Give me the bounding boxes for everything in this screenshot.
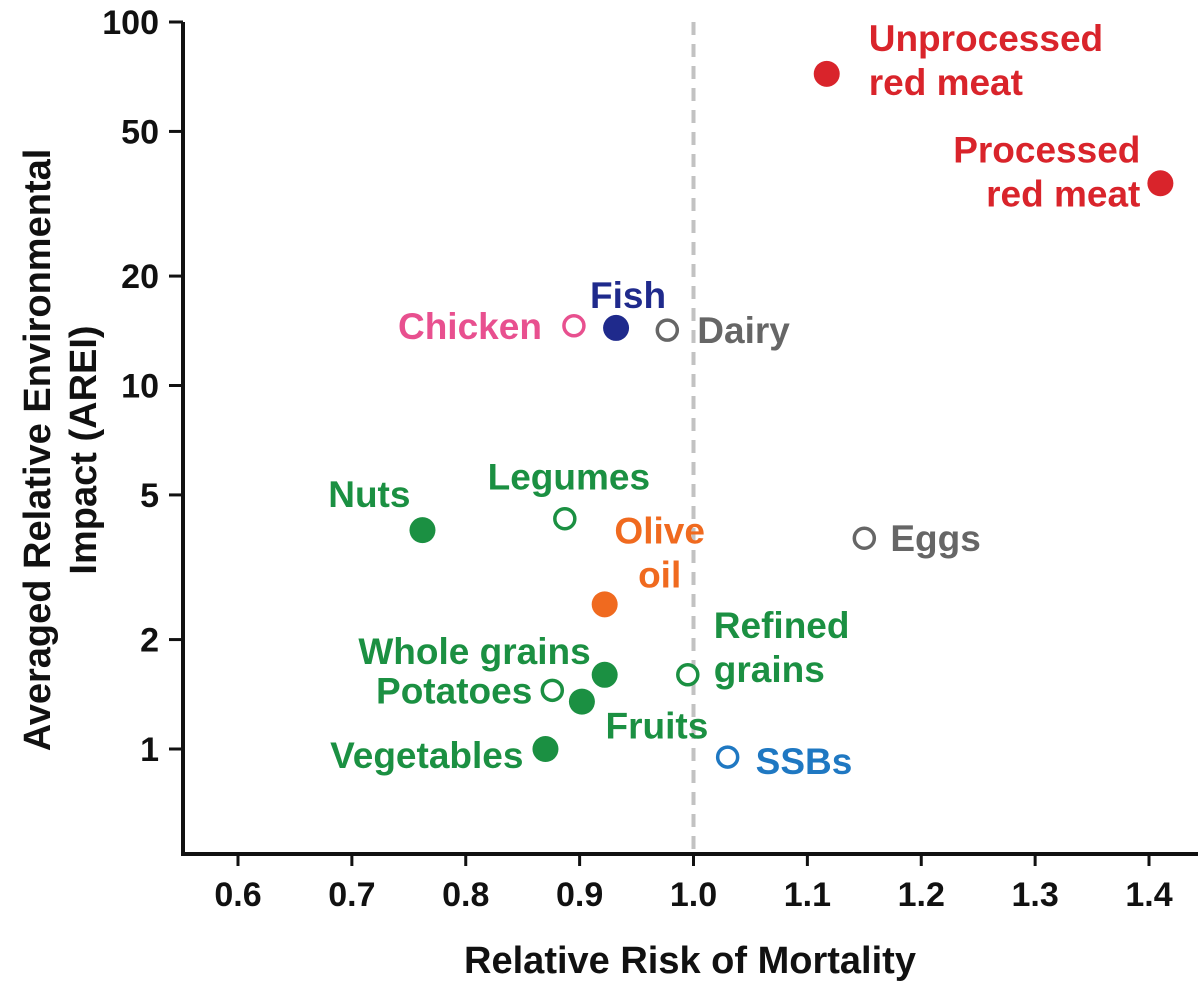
label-unprocessed-red-meat-line-2: red meat	[869, 62, 1023, 103]
y-axis-title-line-2: Impact (AREI)	[63, 325, 105, 574]
label-refined-grains-line-2: grains	[714, 649, 825, 690]
y-tick-label: 2	[140, 622, 159, 660]
point-chicken	[562, 314, 586, 338]
x-tick-label: 0.6	[214, 876, 261, 914]
label-nuts: Nuts	[328, 474, 410, 515]
label-fruits: Fruits	[606, 706, 709, 747]
label-chicken: Chicken	[398, 306, 542, 347]
label-dairy: Dairy	[697, 310, 790, 351]
x-tick-label: 1.1	[784, 876, 831, 914]
y-tick-label: 50	[121, 113, 159, 151]
point-nuts	[409, 517, 436, 544]
label-olive-oil-line-1: Olive	[614, 510, 705, 551]
y-tick-label: 20	[121, 258, 159, 296]
x-tick-label: 0.9	[556, 876, 603, 914]
label-eggs: Eggs	[890, 518, 980, 559]
y-axis-title-group: Averaged Relative Environmental Impact (…	[17, 149, 105, 752]
x-tick-label: 1.4	[1125, 876, 1172, 914]
label-processed-red-meat-line-1: Processed	[953, 129, 1140, 170]
x-tick-label: 1.2	[898, 876, 945, 914]
point-ssbs	[715, 745, 740, 769]
y-tick-label: 10	[121, 368, 159, 406]
point-whole-grains	[591, 661, 618, 688]
point-processed-red-meat	[1147, 170, 1174, 197]
label-processed-red-meat-line-2: red meat	[986, 173, 1140, 214]
data-points	[409, 60, 1174, 769]
x-tick-label: 1.0	[670, 876, 717, 914]
point-dairy	[655, 318, 680, 342]
y-tick-label: 100	[102, 4, 159, 42]
point-vegetables	[532, 736, 559, 762]
point-fish	[603, 314, 630, 341]
y-tick-label: 5	[140, 477, 159, 515]
label-ssbs: SSBs	[756, 741, 853, 782]
point-refined-grains	[676, 663, 700, 687]
label-olive-oil-line-2: oil	[638, 554, 681, 595]
ticks: 0.6 0.7 0.8 0.9 1.0 1.1 1.2 1.3 1.4 1 2 5 10 20 50 100	[102, 4, 1172, 914]
y-tick-label: 1	[140, 731, 159, 769]
y-axis-title-line-1: Averaged Relative Environmental	[17, 149, 59, 752]
label-vegetables: Vegetables	[330, 735, 523, 776]
point-legumes	[553, 506, 577, 531]
point-eggs	[852, 526, 877, 550]
x-tick-label: 1.3	[1011, 876, 1058, 914]
x-axis-title: Relative Risk of Mortality	[464, 940, 916, 982]
point-unprocessed-red-meat	[813, 60, 840, 87]
x-tick-label: 0.8	[442, 876, 489, 914]
point-fruits	[568, 688, 595, 715]
label-unprocessed-red-meat-line-1: Unprocessed	[869, 18, 1103, 59]
axis-titles: Relative Risk of Mortality Averaged Rela…	[17, 149, 916, 982]
point-potatoes	[540, 678, 565, 703]
label-whole-grains: Whole grains	[358, 631, 590, 672]
label-fish: Fish	[590, 275, 666, 316]
point-olive-oil	[591, 591, 618, 618]
label-refined-grains-line-1: Refined	[714, 605, 850, 646]
label-potatoes: Potatoes	[376, 670, 532, 711]
label-legumes: Legumes	[488, 457, 650, 498]
x-tick-label: 0.7	[328, 876, 375, 914]
